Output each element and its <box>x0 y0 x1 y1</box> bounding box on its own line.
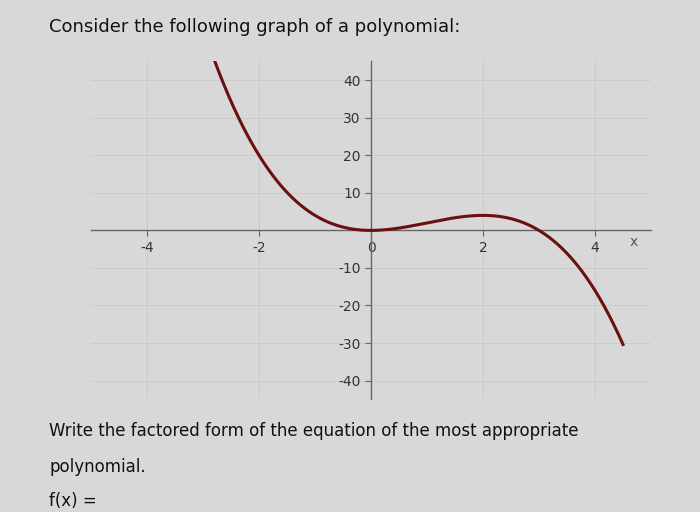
Text: polynomial.: polynomial. <box>49 458 146 476</box>
Text: f(x) =: f(x) = <box>49 492 97 509</box>
Text: Write the factored form of the equation of the most appropriate: Write the factored form of the equation … <box>49 422 578 440</box>
Text: Consider the following graph of a polynomial:: Consider the following graph of a polyno… <box>49 18 461 36</box>
Text: x: x <box>630 234 638 249</box>
